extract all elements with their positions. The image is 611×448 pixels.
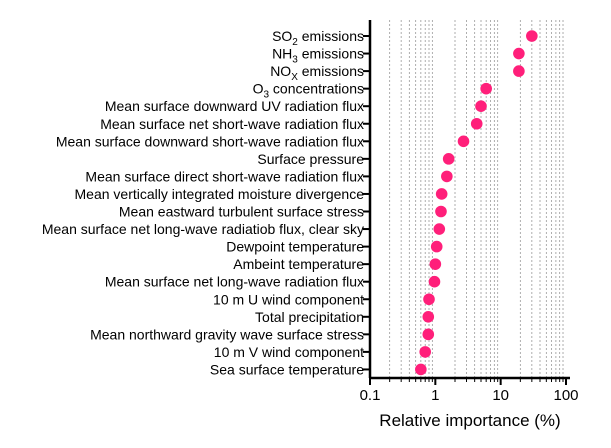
grid-lines <box>389 20 564 378</box>
data-point <box>513 47 525 60</box>
data-point <box>415 363 427 376</box>
x-tick-label: 1 <box>431 387 439 404</box>
data-point <box>433 223 446 235</box>
y-tick-label: Mean surface net long-wave radiatiob flu… <box>42 221 364 237</box>
y-tick-label: Mean surface net short-wave radiation fl… <box>100 116 364 132</box>
x-tick-labels: 0.1 1 10 100 <box>360 387 579 404</box>
y-tick-label: Mean northward gravity wave surface stre… <box>90 326 364 342</box>
y-tick-label: Mean surface downward short-wave radiati… <box>56 133 364 149</box>
data-point <box>428 275 441 288</box>
y-tick-label: 10 m U wind component <box>213 291 364 307</box>
data-point <box>435 188 448 200</box>
data-point <box>457 135 470 148</box>
data-point <box>470 117 483 130</box>
y-tick-label: Mean surface downward UV radiation flux <box>105 98 364 114</box>
data-points <box>415 30 538 376</box>
x-tick-label: 0.1 <box>360 387 381 404</box>
x-tick-label: 100 <box>553 387 578 404</box>
data-point <box>419 346 432 358</box>
data-point <box>430 240 443 253</box>
y-tick-label: Mean vertically integrated moisture dive… <box>75 186 365 202</box>
y-tick-label: SO2 emissions <box>272 28 364 48</box>
data-point <box>442 153 455 165</box>
x-axis-title: Relative importance (%) <box>379 411 560 430</box>
y-tick-label: NH3 emissions <box>272 46 364 66</box>
data-point <box>480 82 492 95</box>
x-tick-label: 10 <box>492 387 509 404</box>
y-tick-label: Mean surface net long-wave radiation flu… <box>105 274 364 290</box>
y-tick-label: Dewpoint temperature <box>226 239 364 255</box>
y-tick-label: Surface pressure <box>257 151 364 167</box>
y-tick-label: 10 m V wind component <box>214 344 364 360</box>
y-tick-label: NOX emissions <box>270 63 364 83</box>
data-point <box>423 293 435 306</box>
data-point <box>513 65 525 77</box>
data-point <box>429 258 442 270</box>
data-point <box>422 311 435 323</box>
y-tick-label: Total precipitation <box>255 309 364 325</box>
data-point <box>526 30 538 42</box>
y-tick-label: O3 concentrations <box>253 81 364 101</box>
data-point <box>422 328 435 341</box>
y-tick-label: Mean eastward turbulent surface stress <box>119 204 364 220</box>
data-point <box>435 205 447 218</box>
y-tick-label: Mean surface direct short-wave radiation… <box>85 168 364 184</box>
y-tick-label: Sea surface temperature <box>210 361 364 377</box>
y-tick-label: Ambeint temperature <box>233 256 364 272</box>
data-point <box>441 170 453 183</box>
data-point <box>475 100 487 112</box>
